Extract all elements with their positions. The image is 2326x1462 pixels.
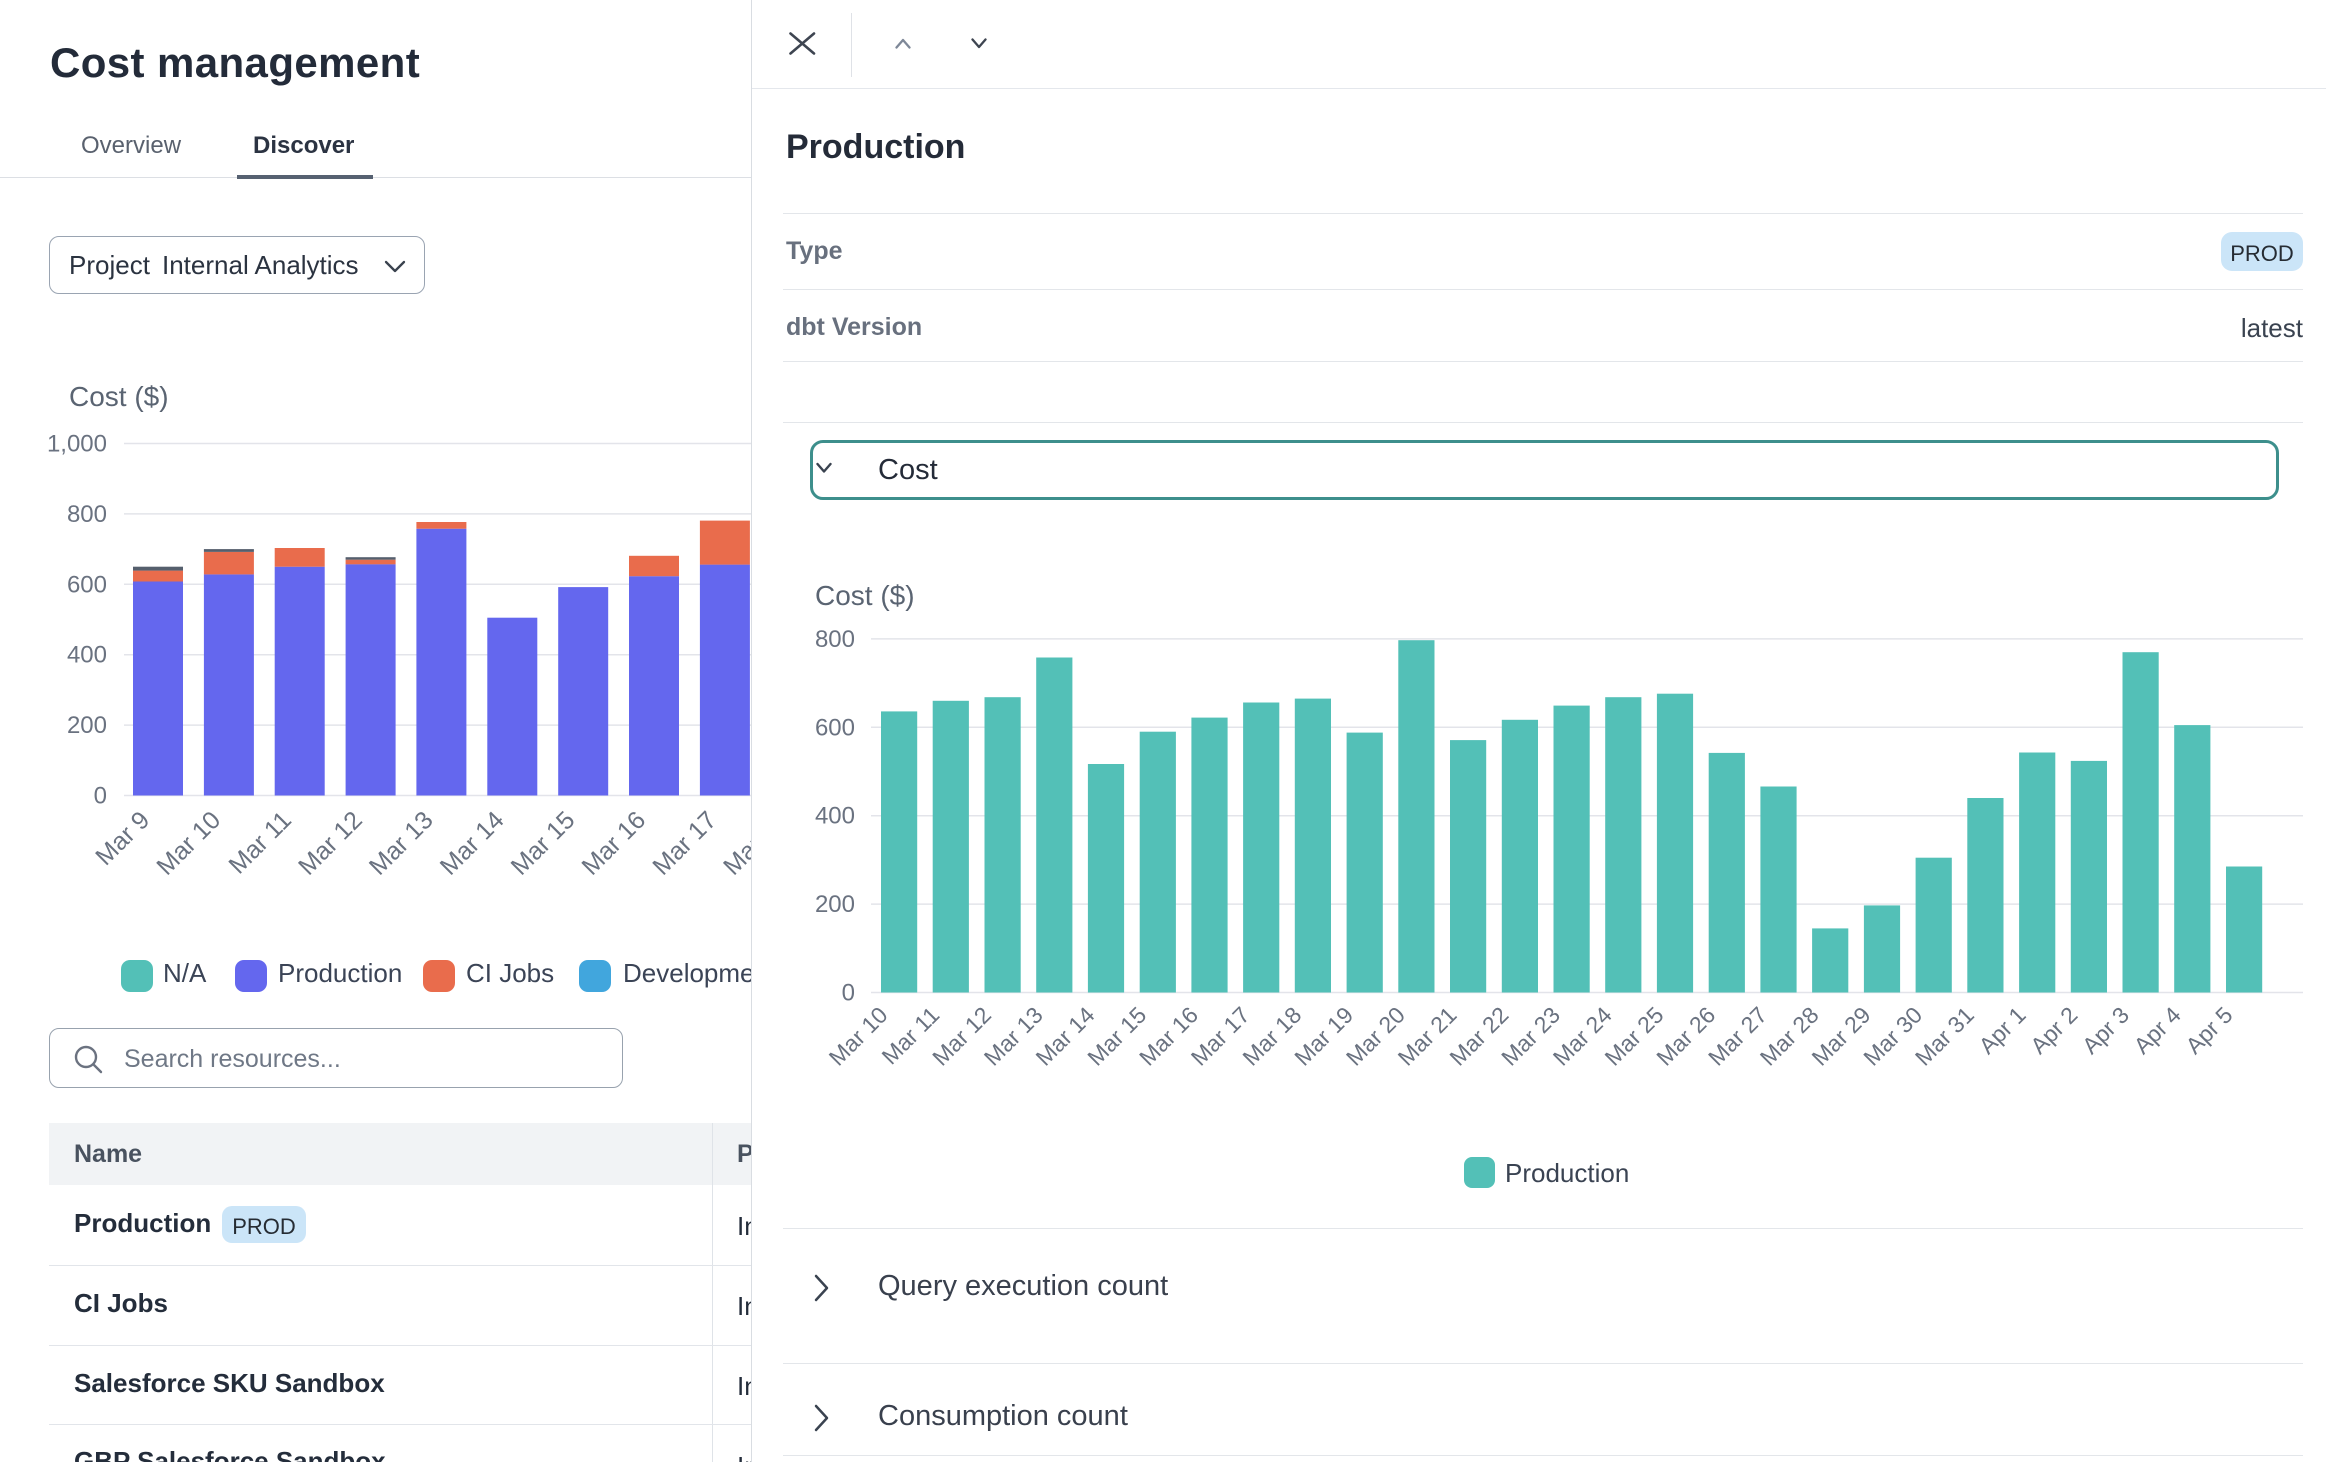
svg-text:Mar 12: Mar 12 xyxy=(293,806,368,881)
svg-text:600: 600 xyxy=(67,571,107,598)
svg-text:1,000: 1,000 xyxy=(47,431,107,458)
svg-text:Mar 11: Mar 11 xyxy=(223,806,297,880)
svg-text:Mar 31: Mar 31 xyxy=(1910,1002,1979,1071)
svg-text:Apr 4: Apr 4 xyxy=(2129,1002,2186,1059)
svg-text:Mar 9: Mar 9 xyxy=(90,806,155,871)
svg-text:Apr 2: Apr 2 xyxy=(2025,1002,2082,1059)
svg-text:800: 800 xyxy=(67,501,107,528)
svg-text:Cost ($): Cost ($) xyxy=(69,381,169,412)
svg-text:Apr 5: Apr 5 xyxy=(2180,1002,2237,1059)
svg-text:200: 200 xyxy=(67,712,107,739)
svg-text:600: 600 xyxy=(815,714,855,741)
svg-text:Mar 14: Mar 14 xyxy=(435,806,510,881)
svg-text:200: 200 xyxy=(815,891,855,918)
svg-text:Mar 10: Mar 10 xyxy=(151,806,226,881)
svg-text:Apr 3: Apr 3 xyxy=(2077,1002,2134,1059)
svg-text:Cost ($): Cost ($) xyxy=(815,580,915,611)
svg-text:0: 0 xyxy=(94,783,107,810)
svg-text:Apr 1: Apr 1 xyxy=(1973,1002,2030,1059)
svg-text:Mar 10: Mar 10 xyxy=(824,1002,893,1071)
svg-text:800: 800 xyxy=(815,626,855,653)
svg-text:0: 0 xyxy=(842,980,855,1007)
svg-text:Mar 16: Mar 16 xyxy=(576,806,651,881)
svg-text:400: 400 xyxy=(67,642,107,669)
svg-text:Mar 17: Mar 17 xyxy=(647,806,722,881)
svg-text:Mar 13: Mar 13 xyxy=(364,806,439,881)
svg-text:400: 400 xyxy=(815,803,855,830)
svg-text:Mar 15: Mar 15 xyxy=(506,806,581,881)
